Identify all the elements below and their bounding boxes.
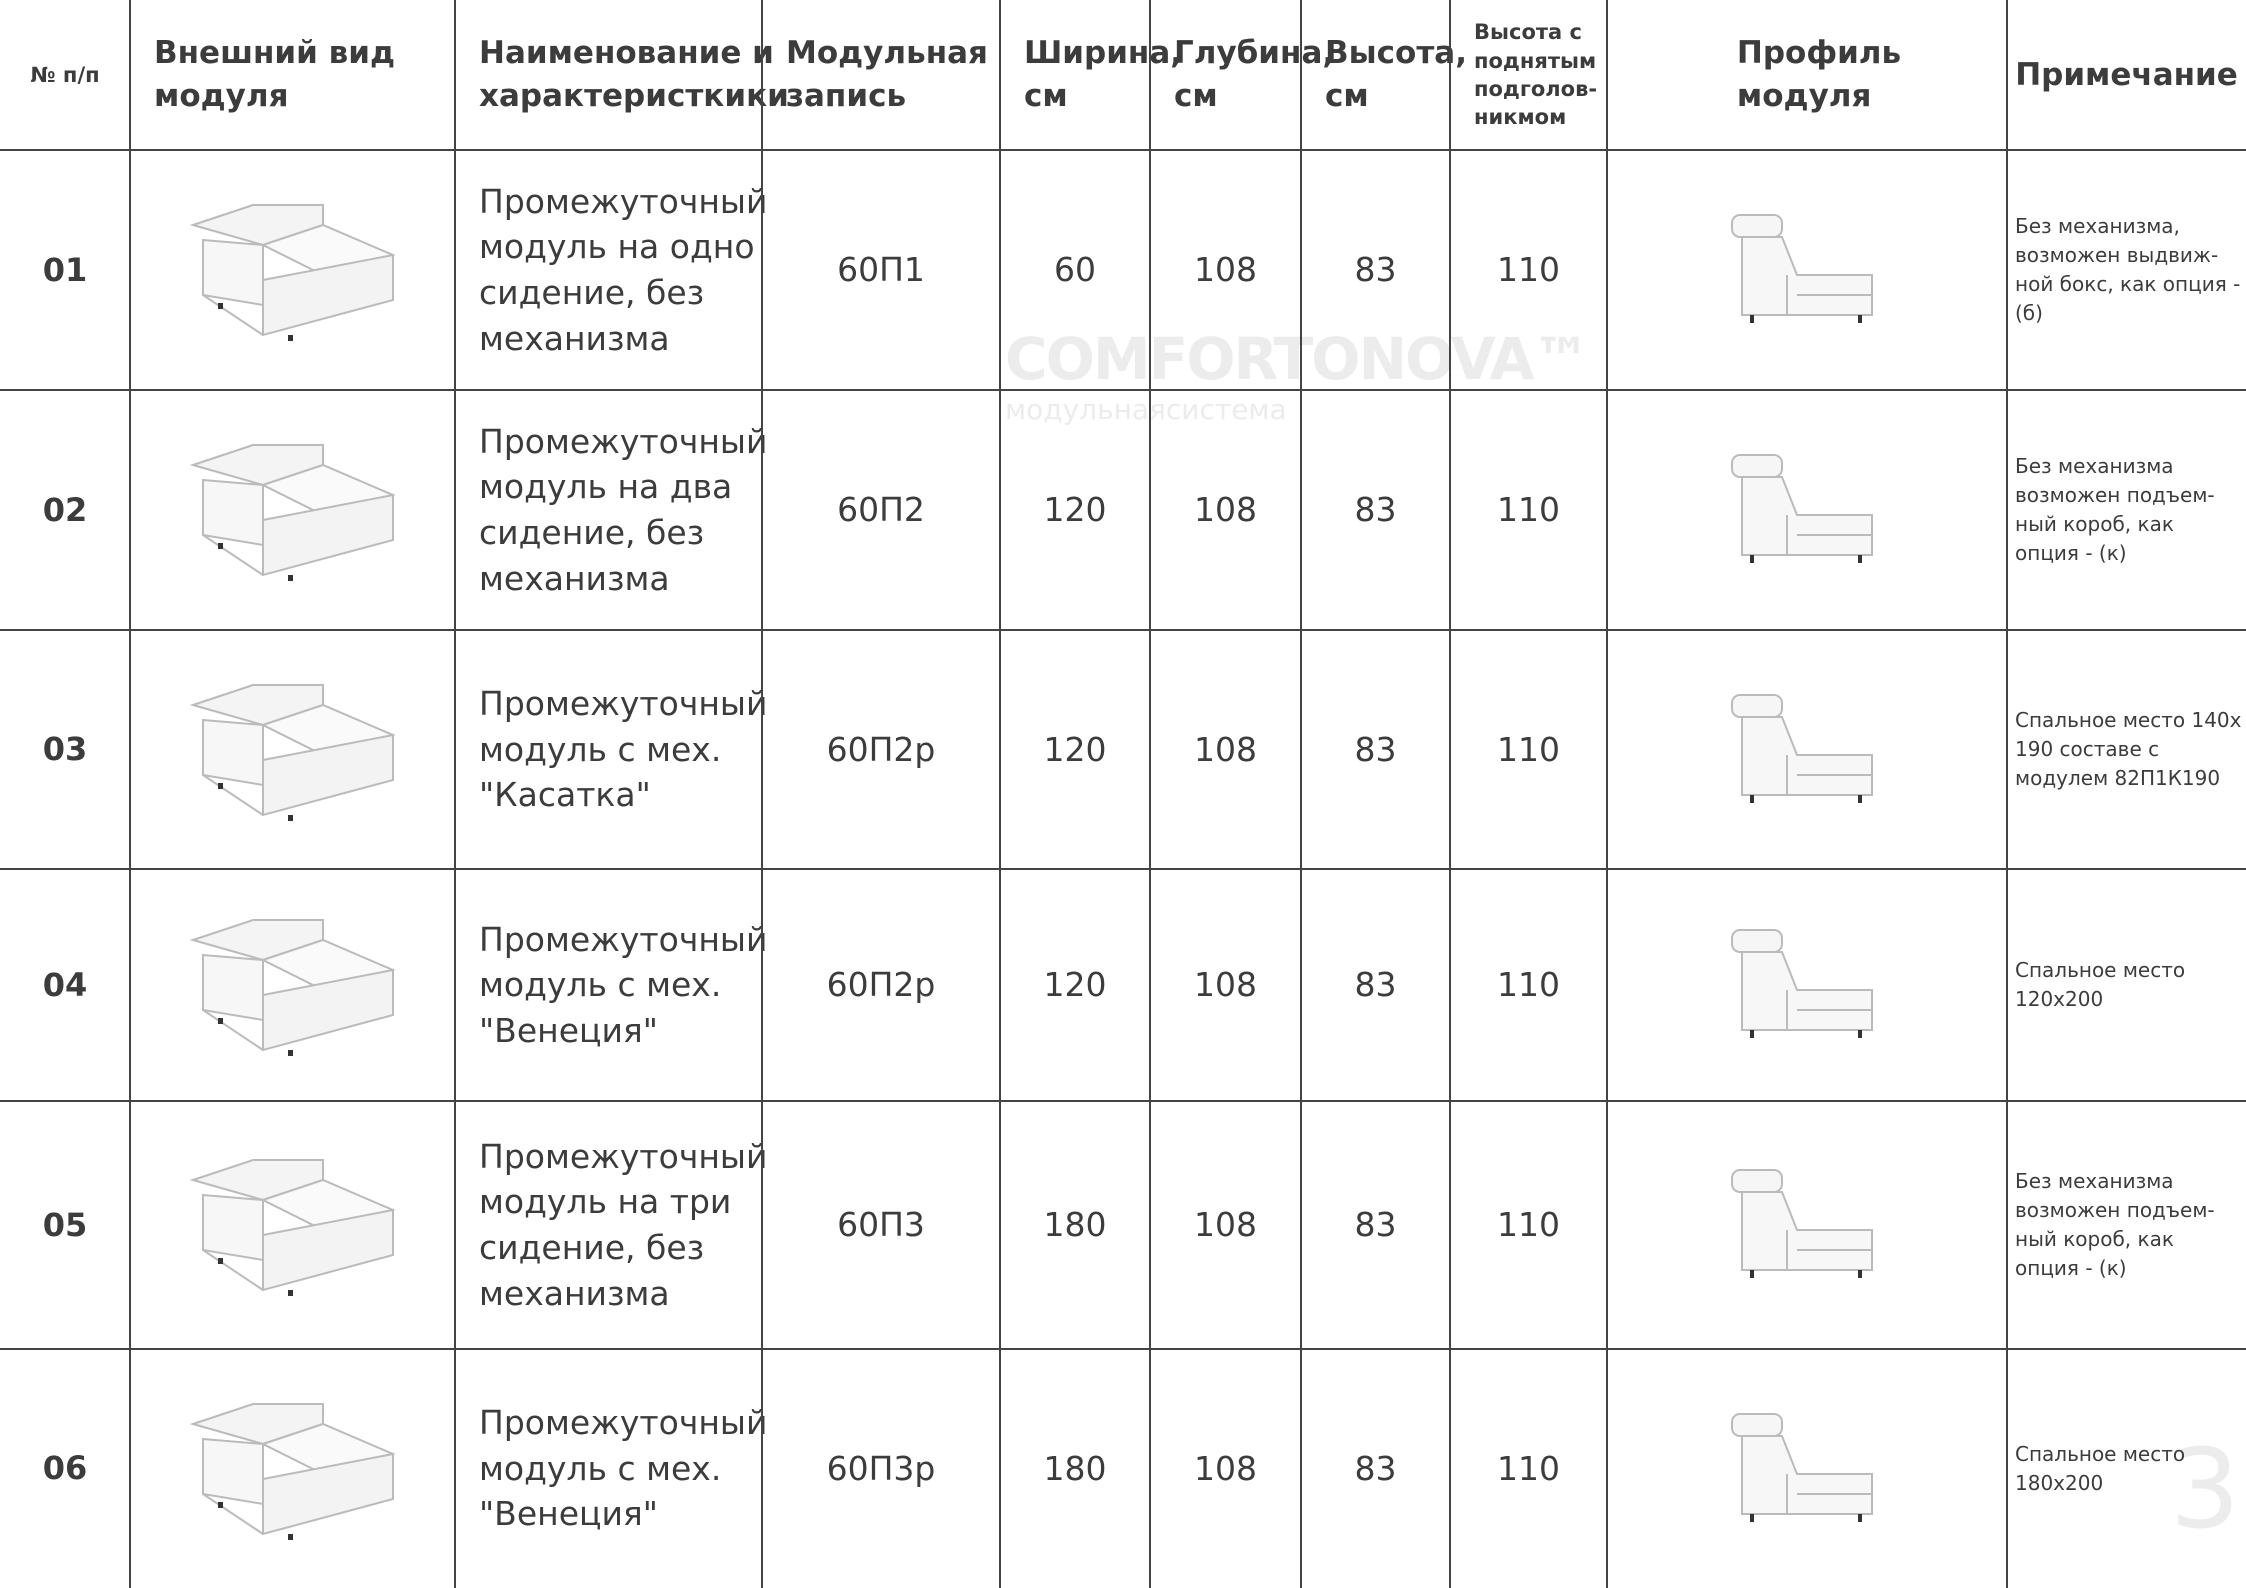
header-cell: Примечание (2007, 0, 2246, 150)
cell-note: Спальное место 140х 190 составе с модуле… (2015, 630, 2246, 869)
row-number: 06 (0, 1349, 130, 1588)
header-cell: Высота, см (1325, 0, 1450, 150)
row-divider (0, 1348, 2246, 1350)
header-cell: Наименование и характеристкики (479, 0, 762, 150)
cell-code: 60П2р (762, 630, 1000, 869)
cell-depth: 108 (1150, 1101, 1301, 1349)
cell-name: Промежуточный модуль на три сидение, без… (479, 1101, 762, 1349)
page: COMFORTONOVA™ модульнаясистема 3 № п/пВн… (0, 0, 2246, 1588)
image-cell (130, 150, 455, 390)
cell-depth: 108 (1150, 630, 1301, 869)
cell-height-raised: 110 (1450, 630, 1607, 869)
cell-depth: 108 (1150, 390, 1301, 630)
cell-height: 83 (1301, 1349, 1450, 1588)
row-number: 03 (0, 630, 130, 869)
cell-width: 60 (1000, 150, 1150, 390)
cell-height: 83 (1301, 150, 1450, 390)
image-cell (1607, 1101, 2007, 1349)
image-cell (130, 1349, 455, 1588)
row-divider (0, 149, 2246, 151)
cell-note: Спальное место 180х200 (2015, 1349, 2246, 1588)
sofa-image (163, 900, 423, 1070)
row-number: 01 (0, 150, 130, 390)
cell-depth: 108 (1150, 869, 1301, 1101)
cell-depth: 108 (1150, 150, 1301, 390)
cell-width: 120 (1000, 390, 1150, 630)
cell-name: Промежуточный модуль с мех. "Венеция" (479, 869, 762, 1101)
row-number: 02 (0, 390, 130, 630)
image-cell (1607, 869, 2007, 1101)
image-cell (1607, 1349, 2007, 1588)
cell-code: 60П3 (762, 1101, 1000, 1349)
row-number: 05 (0, 1101, 130, 1349)
cell-code: 60П3р (762, 1349, 1000, 1588)
cell-code: 60П2р (762, 869, 1000, 1101)
cell-height: 83 (1301, 869, 1450, 1101)
profile-image (1722, 1404, 1892, 1534)
profile-image (1722, 685, 1892, 815)
image-cell (1607, 630, 2007, 869)
cell-note: Без механизма, возможен выдвиж- ной бокс… (2015, 150, 2246, 390)
cell-name: Промежуточный модуль на одно сидение, бе… (479, 150, 762, 390)
row-divider (0, 1100, 2246, 1102)
header-cell: Ширина, см (1024, 0, 1150, 150)
header-cell: Высота с поднятым подголов- никмом (1474, 0, 1607, 150)
cell-width: 180 (1000, 1349, 1150, 1588)
profile-image (1722, 445, 1892, 575)
cell-name: Промежуточный модуль с мех. "Касатка" (479, 630, 762, 869)
cell-note: Без механизма возможен подъем- ный короб… (2015, 390, 2246, 630)
sofa-image (163, 1384, 423, 1554)
cell-height-raised: 110 (1450, 150, 1607, 390)
cell-name: Промежуточный модуль с мех. "Венеция" (479, 1349, 762, 1588)
image-cell (1607, 390, 2007, 630)
image-cell (130, 1101, 455, 1349)
profile-image (1722, 205, 1892, 335)
cell-depth: 108 (1150, 1349, 1301, 1588)
profile-image (1722, 920, 1892, 1050)
header-cell: Профиль модуля (1631, 0, 2007, 150)
cell-note: Спальное место 120х200 (2015, 869, 2246, 1101)
cell-height-raised: 110 (1450, 1349, 1607, 1588)
cell-height-raised: 110 (1450, 869, 1607, 1101)
cell-code: 60П1 (762, 150, 1000, 390)
row-divider (0, 868, 2246, 870)
cell-width: 120 (1000, 630, 1150, 869)
row-divider (0, 389, 2246, 391)
cell-note: Без механизма возможен подъем- ный короб… (2015, 1101, 2246, 1349)
cell-width: 120 (1000, 869, 1150, 1101)
image-cell (130, 630, 455, 869)
cell-height: 83 (1301, 1101, 1450, 1349)
cell-name: Промежуточный модуль на два сидение, без… (479, 390, 762, 630)
image-cell (130, 869, 455, 1101)
sofa-image (163, 425, 423, 595)
sofa-image (163, 1140, 423, 1310)
image-cell (1607, 150, 2007, 390)
cell-height: 83 (1301, 630, 1450, 869)
image-cell (130, 390, 455, 630)
row-number: 04 (0, 869, 130, 1101)
sofa-image (163, 185, 423, 355)
row-divider (0, 629, 2246, 631)
cell-height-raised: 110 (1450, 1101, 1607, 1349)
header-cell: Внешний вид модуля (154, 0, 455, 150)
cell-height: 83 (1301, 390, 1450, 630)
cell-height-raised: 110 (1450, 390, 1607, 630)
cell-width: 180 (1000, 1101, 1150, 1349)
header-cell: Модульная запись (786, 0, 1000, 150)
sofa-image (163, 665, 423, 835)
profile-image (1722, 1160, 1892, 1290)
cell-code: 60П2 (762, 390, 1000, 630)
header-cell: № п/п (0, 0, 130, 150)
header-cell: Глубина, см (1174, 0, 1301, 150)
